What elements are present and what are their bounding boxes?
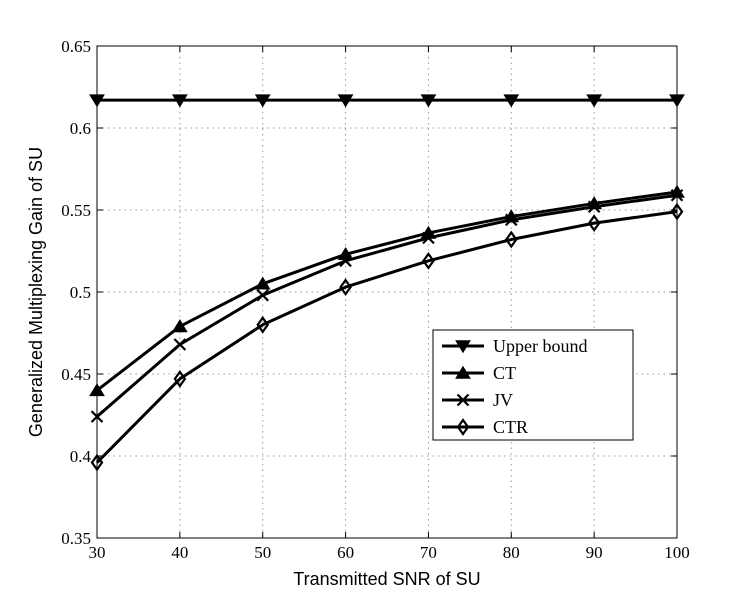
y-axis-title: Generalized Multiplexing Gain of SU bbox=[26, 147, 46, 437]
data-point-upper-bound bbox=[337, 94, 354, 108]
data-point-jv-stroke-b bbox=[256, 289, 269, 302]
x-tick-label: 40 bbox=[171, 543, 188, 562]
data-point-upper-bound bbox=[89, 94, 105, 108]
series-line-jv bbox=[96, 193, 678, 418]
data-point-ctr bbox=[173, 370, 187, 388]
data-point-jv-stroke-b bbox=[505, 213, 518, 227]
data-point-jv-stroke-b bbox=[339, 254, 352, 268]
series-line-ct bbox=[96, 190, 678, 392]
data-point-jv bbox=[90, 410, 104, 423]
legend-label-upper-bound: Upper bound bbox=[493, 336, 587, 356]
data-point-ct bbox=[89, 383, 105, 397]
data-point-jv-stroke-b bbox=[422, 231, 435, 245]
legend-marker-ctr bbox=[456, 418, 470, 436]
legend-label-jv: JV bbox=[493, 390, 513, 410]
data-point-ctr bbox=[587, 214, 601, 233]
y-tick-label: 0.6 bbox=[70, 119, 91, 138]
data-point-jv bbox=[173, 338, 187, 351]
y-tick-label: 0.65 bbox=[61, 37, 91, 56]
legend-entries: Upper bound CT JV CTR bbox=[442, 336, 587, 437]
data-point-upper-bound bbox=[254, 94, 271, 108]
legend-label-ct: CT bbox=[493, 363, 516, 383]
data-point-jv bbox=[422, 231, 435, 245]
y-tick-label: 0.5 bbox=[70, 283, 91, 302]
data-point-upper-bound bbox=[420, 94, 437, 108]
legend-marker-jv-stroke-b bbox=[456, 393, 470, 407]
series-upper-bound bbox=[89, 94, 685, 108]
data-point-ct bbox=[171, 319, 188, 333]
legend-marker-upper-bound bbox=[455, 340, 471, 354]
y-tick-label: 0.55 bbox=[61, 201, 91, 220]
x-tick-label: 60 bbox=[337, 543, 354, 562]
x-tick-label: 100 bbox=[664, 543, 690, 562]
y-tick-label: 0.45 bbox=[61, 365, 91, 384]
series-jv bbox=[90, 188, 684, 423]
data-point-ctr bbox=[90, 453, 104, 472]
series-group bbox=[89, 94, 685, 472]
data-point-jv bbox=[587, 200, 601, 213]
data-point-jv-stroke-b bbox=[587, 200, 601, 213]
series-ctr bbox=[90, 202, 684, 472]
data-point-jv-stroke-b bbox=[173, 338, 187, 351]
data-point-jv bbox=[339, 254, 352, 268]
data-point-jv-stroke-b bbox=[670, 188, 684, 202]
data-point-upper-bound bbox=[171, 94, 188, 108]
data-point-ctr bbox=[504, 230, 518, 249]
series-line-ctr bbox=[95, 210, 678, 464]
x-tick-label: 80 bbox=[503, 543, 520, 562]
x-tick-label: 90 bbox=[586, 543, 603, 562]
data-point-ctr bbox=[339, 278, 352, 296]
data-point-ctr bbox=[670, 202, 684, 221]
data-point-jv bbox=[505, 213, 518, 227]
data-point-jv bbox=[670, 188, 684, 202]
data-point-jv bbox=[256, 289, 269, 302]
data-point-upper-bound bbox=[503, 94, 520, 108]
x-tick-label: 70 bbox=[420, 543, 437, 562]
legend: Upper bound CT JV CTR bbox=[432, 329, 634, 441]
legend-label-ctr: CTR bbox=[493, 417, 528, 437]
y-tick-label: 0.35 bbox=[61, 529, 91, 548]
data-point-ctr bbox=[256, 315, 270, 334]
x-tick-label: 50 bbox=[254, 543, 271, 562]
data-point-ct bbox=[254, 276, 271, 290]
legend-marker-ct bbox=[455, 365, 471, 379]
data-point-upper-bound bbox=[586, 94, 603, 108]
y-tick-label: 0.4 bbox=[70, 447, 92, 466]
axis-ticks: 30 40 50 60 70 80 90 100 0.35 0.4 0.45 0.5 0.55 0.6 0.… bbox=[61, 37, 690, 562]
data-point-ctr bbox=[422, 251, 435, 270]
data-point-jv-stroke-b bbox=[90, 410, 104, 423]
x-tick-label: 30 bbox=[89, 543, 106, 562]
legend-marker-jv bbox=[456, 393, 470, 407]
data-point-upper-bound bbox=[669, 94, 685, 108]
legend-box bbox=[432, 329, 634, 441]
x-axis-title: Transmitted SNR of SU bbox=[293, 569, 480, 589]
